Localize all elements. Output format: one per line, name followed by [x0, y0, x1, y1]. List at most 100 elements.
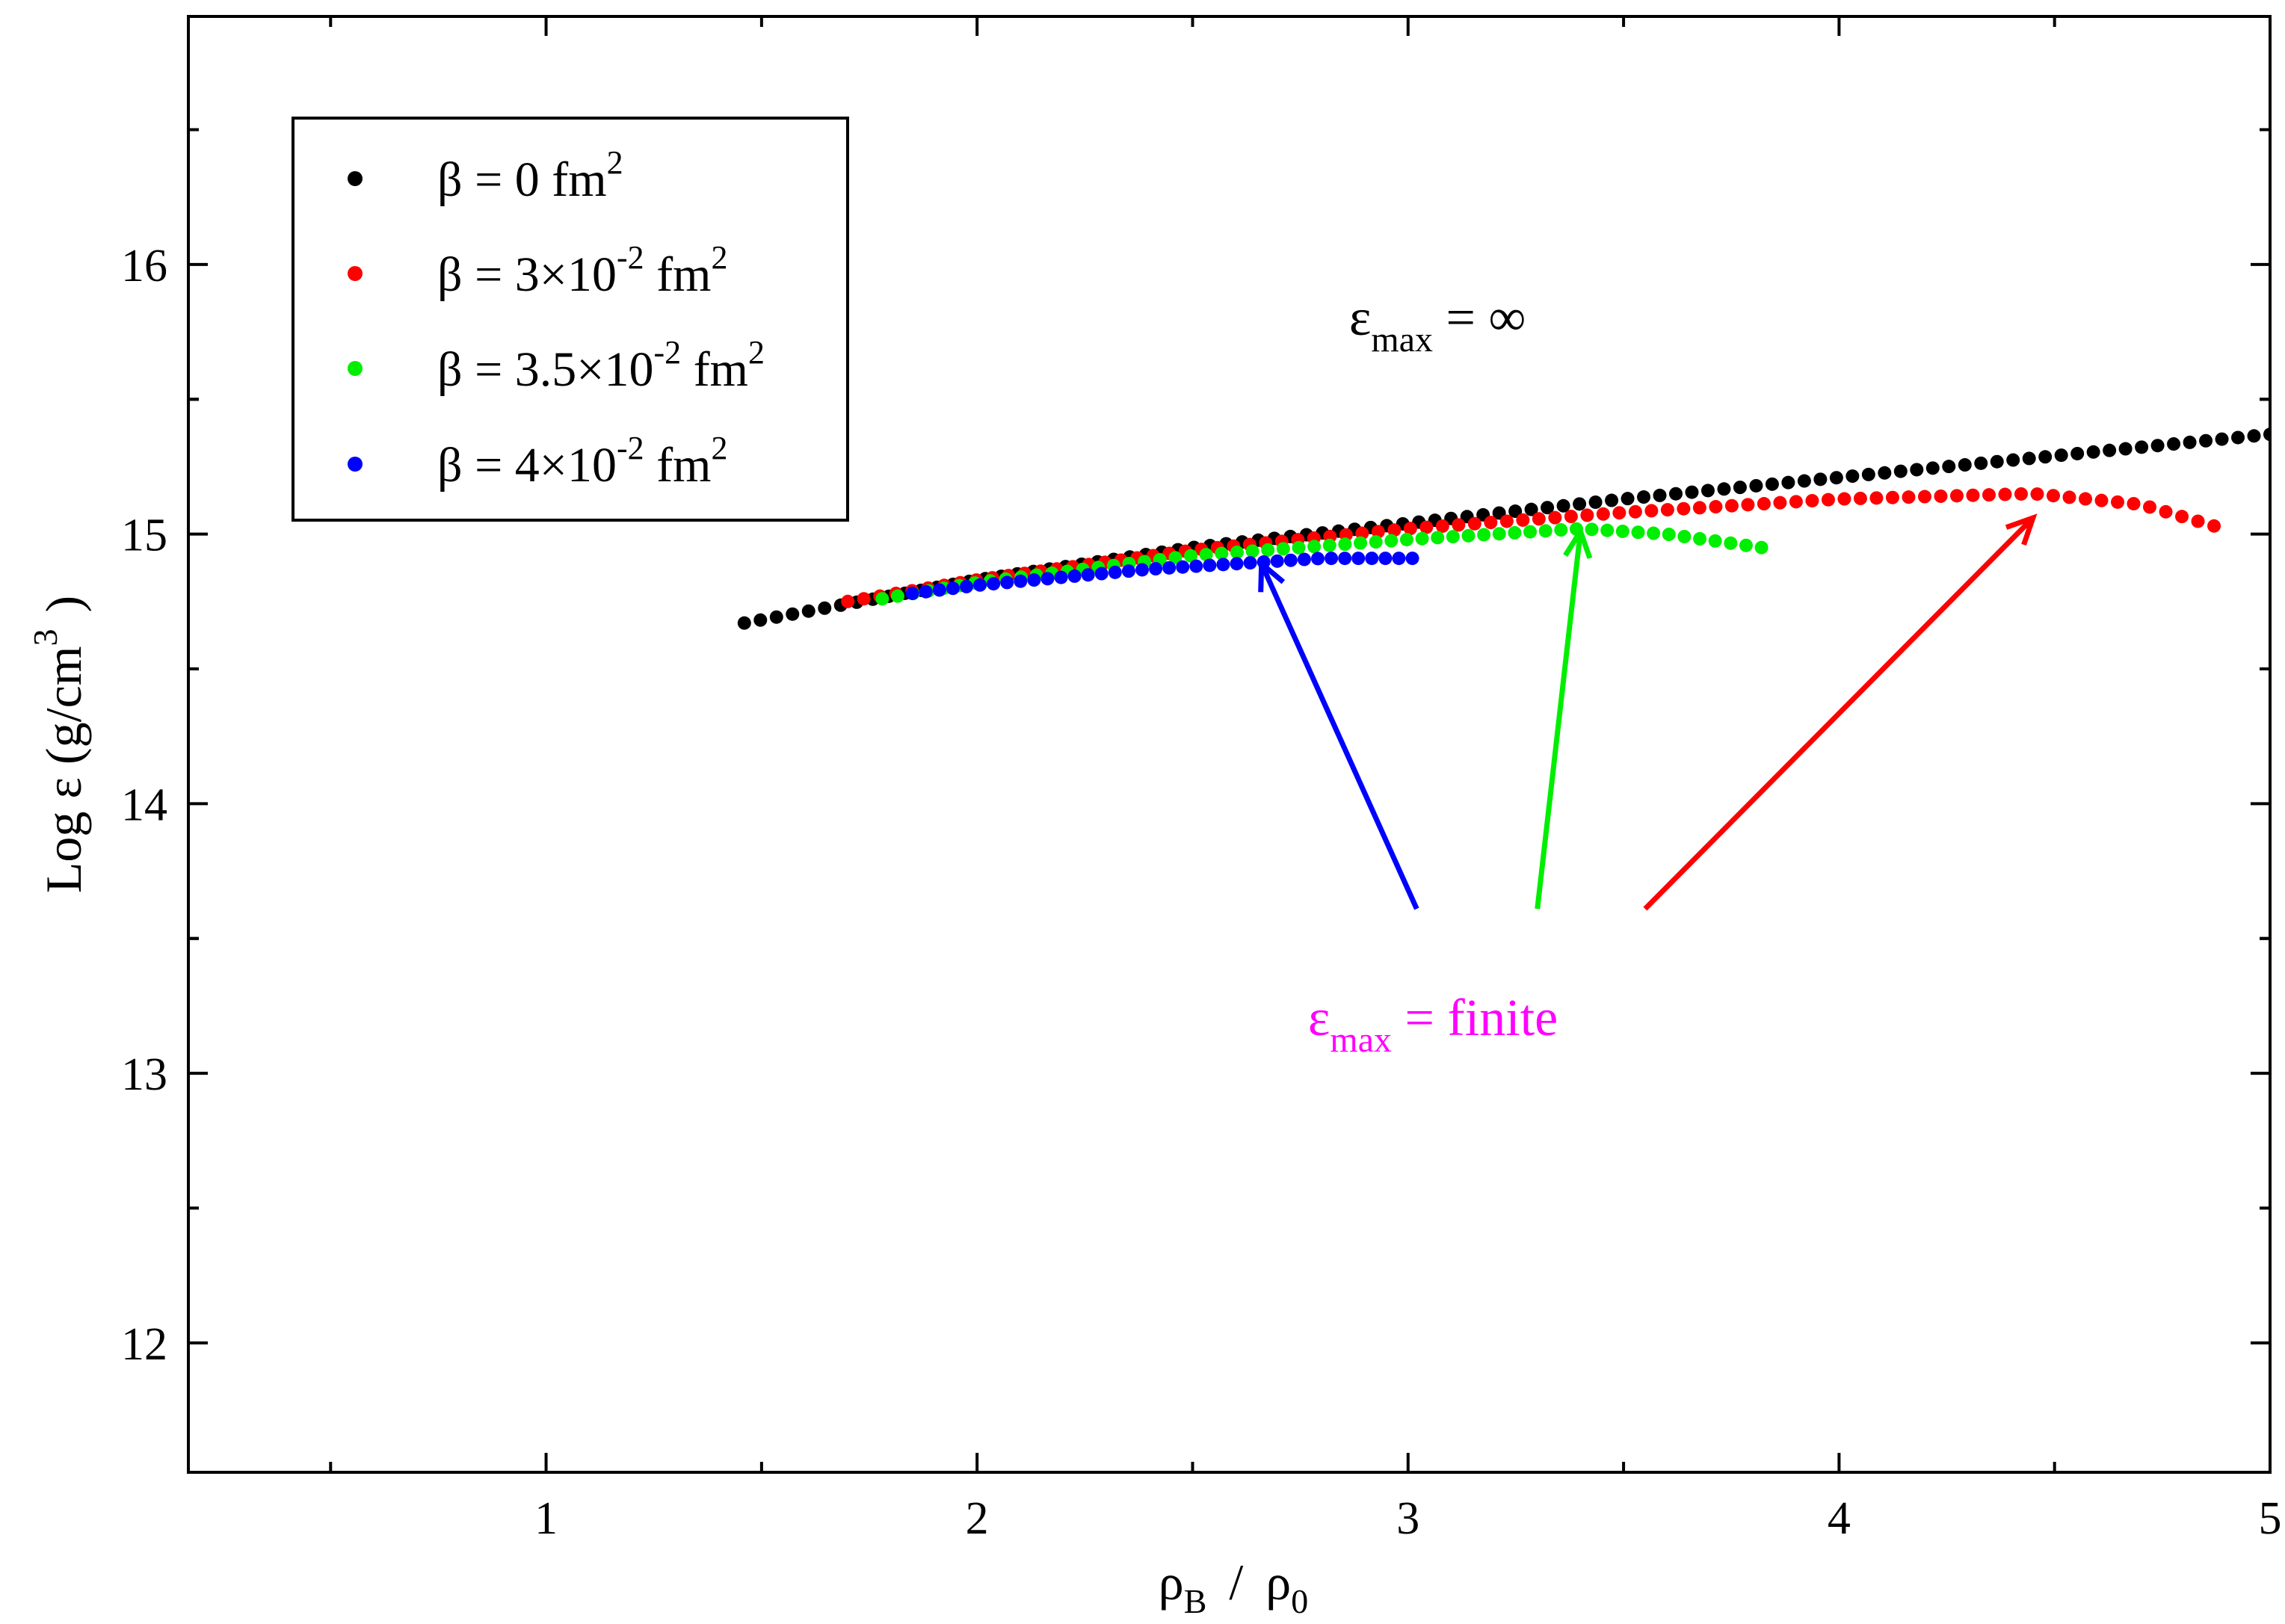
data-point — [1653, 488, 1667, 502]
data-point — [841, 594, 855, 608]
data-point — [1538, 524, 1552, 538]
data-point — [1853, 491, 1867, 505]
data-point — [1508, 525, 1522, 540]
data-point — [1027, 573, 1041, 587]
data-point — [1631, 525, 1645, 540]
data-point — [875, 592, 889, 606]
data-point — [1990, 454, 2004, 469]
data-point — [1757, 497, 1771, 511]
data-point — [1270, 554, 1284, 568]
data-point — [1596, 507, 1610, 521]
data-point — [1612, 506, 1626, 520]
data-point — [1184, 549, 1198, 563]
data-point — [1885, 490, 1899, 504]
data-point — [2167, 437, 2181, 451]
data-point — [1789, 495, 1803, 509]
arrow-head-1 — [1563, 525, 1593, 560]
data-point — [2263, 427, 2270, 442]
legend-label-beta-0: β = 0 fm2 — [437, 144, 623, 207]
data-point — [1917, 490, 1931, 504]
data-point — [2062, 490, 2076, 504]
data-point — [1371, 525, 1385, 539]
data-point — [1338, 537, 1352, 552]
data-point — [1615, 524, 1629, 538]
x-tick-label: 2 — [966, 1493, 989, 1544]
data-point — [1162, 561, 1177, 575]
data-point — [2118, 442, 2133, 456]
data-point — [1677, 501, 1691, 516]
legend-marker-beta-3-5e-2 — [348, 361, 363, 376]
data-point — [1415, 531, 1429, 546]
data-point — [1861, 467, 1875, 481]
data-point — [1647, 526, 1661, 540]
data-point — [1966, 488, 1980, 502]
data-point — [1660, 503, 1674, 517]
data-point — [973, 578, 987, 592]
data-point — [1837, 492, 1851, 506]
data-point — [1532, 512, 1546, 526]
data-point — [1754, 540, 1769, 555]
arrow-shaft-2 — [1643, 516, 2035, 911]
data-point — [1524, 502, 1538, 516]
data-point — [1523, 525, 1538, 539]
data-point — [1600, 523, 1615, 537]
data-point — [2086, 445, 2100, 459]
data-point — [1644, 504, 1659, 518]
data-point — [1307, 540, 1322, 554]
x-axis-title: ρB / ρ0 — [1159, 1554, 1308, 1620]
data-point — [905, 586, 919, 600]
series-layer — [737, 427, 2270, 630]
data-point — [1692, 501, 1706, 515]
data-point — [857, 592, 871, 606]
data-point — [1245, 544, 1259, 558]
data-point — [2159, 504, 2173, 519]
data-point — [1452, 518, 1466, 532]
data-point — [1338, 552, 1352, 566]
series-0 — [737, 427, 2270, 630]
data-point — [1040, 572, 1055, 586]
data-point — [2054, 448, 2068, 463]
data-point — [1215, 546, 1229, 561]
legend-marker-beta-0 — [348, 171, 363, 186]
data-point — [1276, 542, 1290, 556]
data-point — [1387, 523, 1401, 537]
data-point — [1243, 556, 1257, 570]
data-point — [1467, 516, 1481, 531]
data-point — [2143, 500, 2157, 514]
data-point — [1403, 522, 1417, 536]
data-point — [2047, 489, 2061, 503]
data-point — [1121, 564, 1135, 578]
data-point — [1054, 570, 1068, 584]
data-point — [1094, 566, 1108, 581]
x-tick-label: 4 — [1828, 1493, 1851, 1544]
data-point — [1230, 557, 1244, 571]
legend-marker-beta-3e-2 — [348, 266, 363, 281]
series-3 — [905, 552, 1419, 600]
data-point — [2150, 439, 2165, 453]
data-point — [1845, 469, 1860, 484]
data-point — [919, 584, 933, 599]
data-point — [987, 577, 1001, 591]
x-tick-label: 5 — [2259, 1493, 2282, 1544]
data-point — [1199, 548, 1213, 562]
data-point — [1351, 552, 1366, 566]
data-point — [1365, 552, 1379, 566]
data-point — [2103, 443, 2117, 457]
data-point — [1942, 460, 1956, 474]
data-point — [1669, 487, 1683, 501]
data-point — [1878, 466, 1892, 480]
data-point — [801, 604, 815, 618]
data-point — [1135, 563, 1150, 577]
data-point — [1813, 472, 1828, 487]
data-point — [1297, 552, 1311, 566]
data-point — [1261, 543, 1275, 557]
data-point — [1431, 531, 1445, 545]
data-point — [2022, 451, 2036, 466]
y-tick-label: 16 — [121, 241, 167, 291]
data-point — [1564, 510, 1578, 524]
annotation-emax-finite: εmax = finite — [1308, 989, 1558, 1060]
data-point — [2135, 440, 2149, 454]
data-point — [1419, 520, 1434, 534]
legend-label-beta-4e-2: β = 4×10-2 fm2 — [437, 430, 728, 493]
data-point — [1392, 552, 1406, 566]
